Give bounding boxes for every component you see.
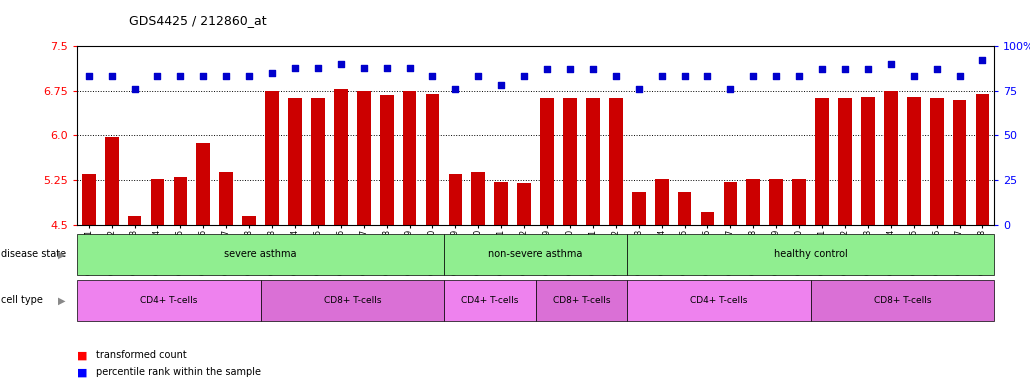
Point — [608, 73, 624, 79]
Bar — [838, 98, 852, 384]
Point — [218, 73, 235, 79]
Point — [241, 73, 258, 79]
Bar — [81, 174, 96, 384]
Bar — [655, 179, 668, 384]
Bar — [906, 97, 921, 384]
Bar — [334, 89, 348, 384]
Point — [699, 73, 716, 79]
Point — [516, 73, 533, 79]
Bar — [403, 91, 416, 384]
Text: CD4+ T-cells: CD4+ T-cells — [690, 296, 748, 305]
Bar — [311, 98, 324, 384]
Point — [172, 73, 188, 79]
Point — [952, 73, 968, 79]
Text: CD8+ T-cells: CD8+ T-cells — [873, 296, 931, 305]
Point — [768, 73, 785, 79]
Bar — [150, 179, 165, 384]
Bar — [586, 98, 599, 384]
Point — [493, 82, 510, 88]
Text: non-severe asthma: non-severe asthma — [488, 249, 583, 260]
Point — [928, 66, 945, 72]
Bar — [494, 182, 508, 384]
Text: ■: ■ — [77, 367, 88, 377]
Text: CD4+ T-cells: CD4+ T-cells — [461, 296, 518, 305]
Bar — [380, 95, 393, 384]
Bar — [953, 100, 966, 384]
Point — [677, 73, 693, 79]
Bar — [356, 91, 371, 384]
Bar — [105, 137, 118, 384]
Bar — [747, 179, 760, 384]
Point — [149, 73, 166, 79]
Bar — [631, 192, 646, 384]
Bar — [219, 172, 233, 384]
Point — [470, 73, 486, 79]
Text: CD8+ T-cells: CD8+ T-cells — [323, 296, 381, 305]
Bar — [563, 98, 577, 384]
Text: percentile rank within the sample: percentile rank within the sample — [96, 367, 261, 377]
Text: CD8+ T-cells: CD8+ T-cells — [553, 296, 610, 305]
Bar — [472, 172, 485, 384]
Point — [745, 73, 761, 79]
Bar — [792, 179, 806, 384]
Text: cell type: cell type — [1, 295, 43, 306]
Bar — [197, 143, 210, 384]
Point — [539, 66, 555, 72]
Bar — [128, 216, 141, 384]
Point — [355, 65, 372, 71]
Bar — [609, 98, 623, 384]
Bar — [288, 98, 302, 384]
Point — [402, 65, 418, 71]
Point — [722, 86, 739, 92]
Text: CD4+ T-cells: CD4+ T-cells — [140, 296, 198, 305]
Bar — [173, 177, 187, 384]
Bar — [678, 192, 691, 384]
Bar — [242, 216, 256, 384]
Point — [653, 73, 670, 79]
Text: healthy control: healthy control — [774, 249, 848, 260]
Text: severe asthma: severe asthma — [225, 249, 297, 260]
Point — [630, 86, 647, 92]
Text: ▶: ▶ — [58, 295, 66, 306]
Text: GDS4425 / 212860_at: GDS4425 / 212860_at — [129, 14, 267, 27]
Point — [585, 66, 602, 72]
Point — [286, 65, 303, 71]
Point — [264, 70, 280, 76]
Bar — [975, 94, 990, 384]
Point — [814, 66, 830, 72]
Point — [791, 73, 808, 79]
Point — [80, 73, 97, 79]
Point — [447, 86, 464, 92]
Point — [836, 66, 853, 72]
Bar — [517, 183, 531, 384]
Text: ▶: ▶ — [58, 249, 66, 260]
Text: ■: ■ — [77, 350, 88, 360]
Bar — [425, 94, 440, 384]
Bar — [448, 174, 462, 384]
Point — [333, 61, 349, 67]
Point — [860, 66, 877, 72]
Bar — [540, 98, 554, 384]
Bar — [723, 182, 737, 384]
Bar — [930, 98, 943, 384]
Point — [310, 65, 327, 71]
Point — [883, 61, 899, 67]
Bar — [815, 98, 829, 384]
Point — [195, 73, 211, 79]
Point — [974, 57, 991, 63]
Bar — [884, 91, 898, 384]
Bar — [265, 91, 279, 384]
Bar — [861, 97, 874, 384]
Point — [127, 86, 143, 92]
Point — [103, 73, 119, 79]
Text: transformed count: transformed count — [96, 350, 186, 360]
Bar — [700, 212, 715, 384]
Point — [905, 73, 922, 79]
Point — [561, 66, 578, 72]
Bar — [769, 179, 783, 384]
Point — [378, 65, 394, 71]
Point — [424, 73, 441, 79]
Text: disease state: disease state — [1, 249, 66, 260]
